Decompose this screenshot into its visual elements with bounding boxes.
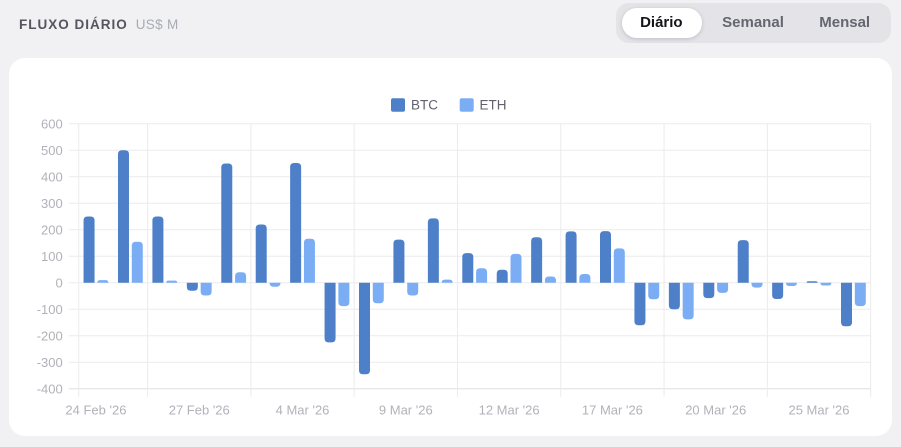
svg-text:-100: -100 [37, 302, 63, 317]
svg-text:400: 400 [41, 169, 63, 184]
svg-text:4 Mar '26: 4 Mar '26 [276, 402, 330, 417]
svg-text:-300: -300 [37, 355, 63, 370]
svg-text:200: 200 [41, 222, 63, 237]
svg-text:0: 0 [56, 275, 63, 290]
svg-text:300: 300 [41, 196, 63, 211]
svg-text:600: 600 [41, 116, 63, 131]
svg-text:25 Mar '26: 25 Mar '26 [788, 402, 849, 417]
svg-text:ETH: ETH [480, 98, 507, 113]
svg-text:17 Mar '26: 17 Mar '26 [582, 402, 643, 417]
svg-text:12 Mar '26: 12 Mar '26 [479, 402, 540, 417]
svg-text:-400: -400 [37, 381, 63, 396]
svg-text:-200: -200 [37, 328, 63, 343]
svg-text:9 Mar '26: 9 Mar '26 [379, 402, 433, 417]
svg-text:BTC: BTC [411, 98, 438, 113]
svg-text:500: 500 [41, 143, 63, 158]
svg-text:100: 100 [41, 249, 63, 264]
svg-text:20 Mar '26: 20 Mar '26 [685, 402, 746, 417]
svg-text:24 Feb '26: 24 Feb '26 [65, 402, 126, 417]
svg-text:27 Feb '26: 27 Feb '26 [169, 402, 230, 417]
